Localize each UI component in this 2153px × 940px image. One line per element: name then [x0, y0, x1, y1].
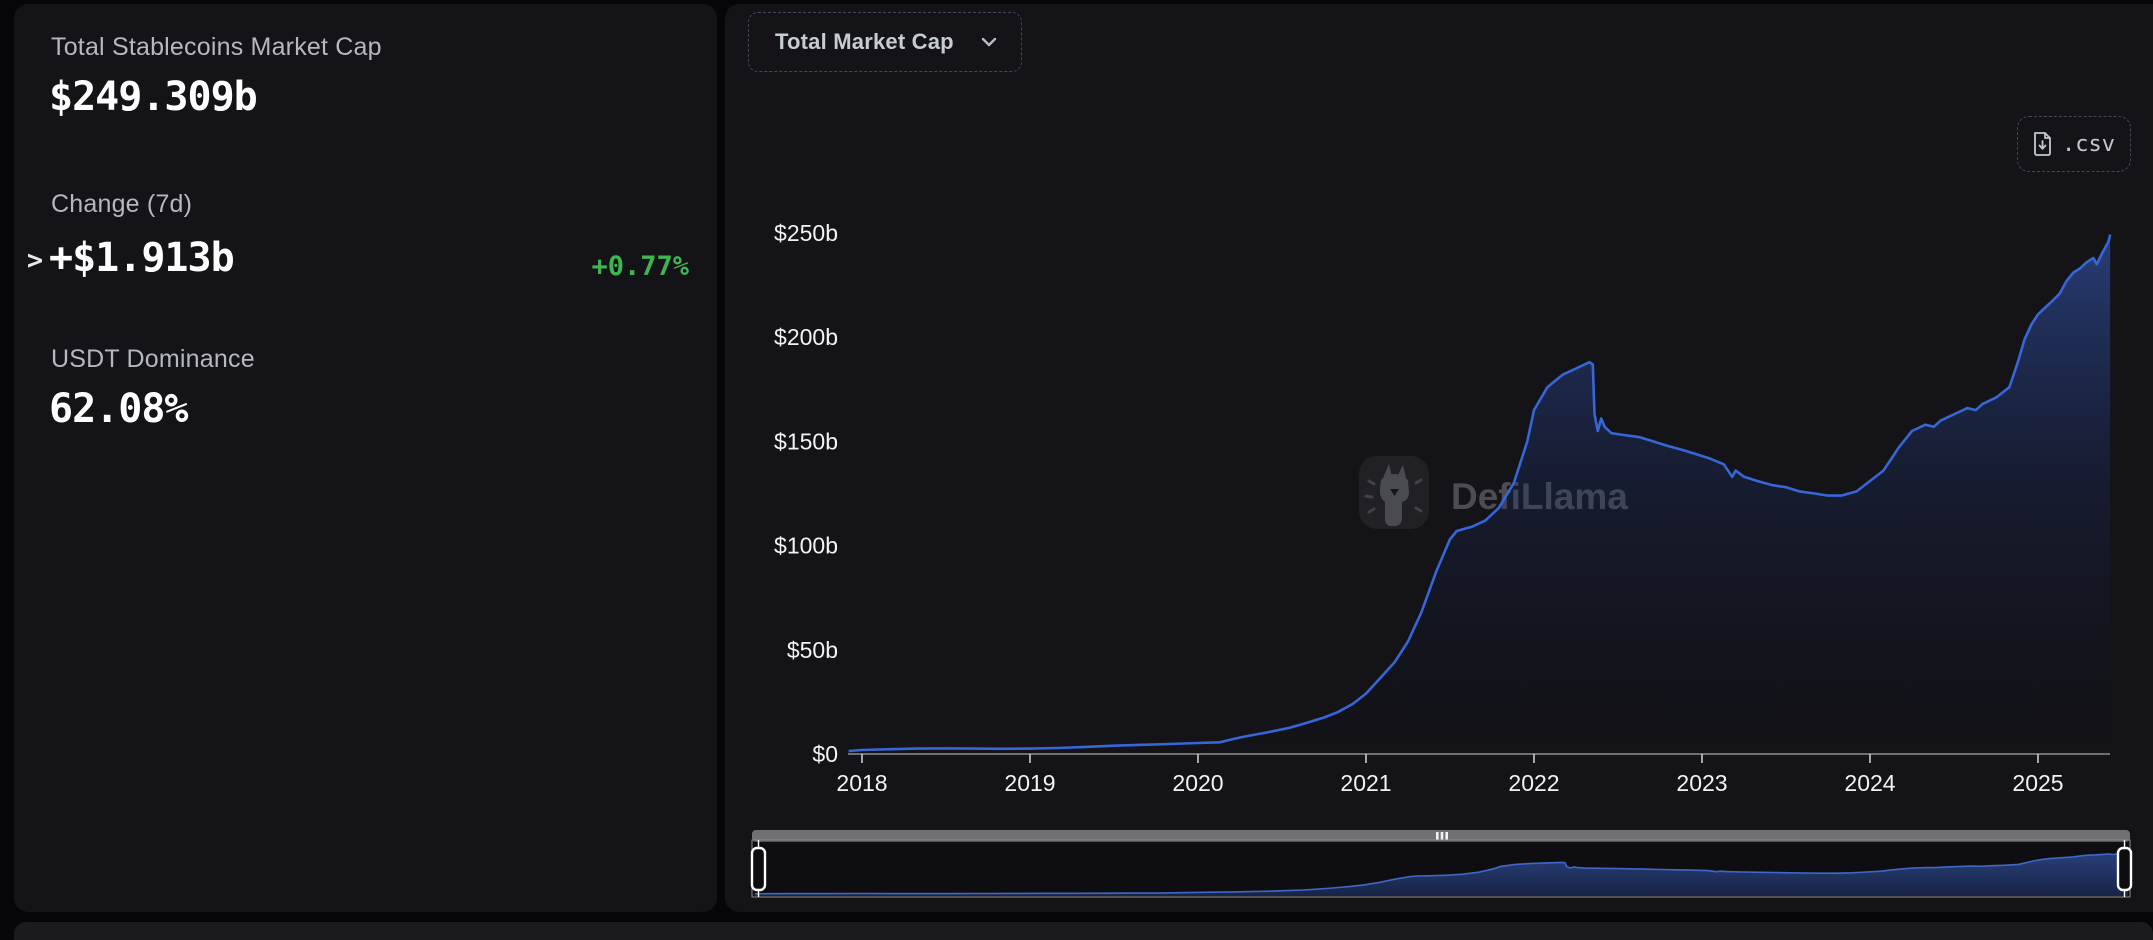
defillama-logo-icon [1359, 456, 1429, 529]
metric-dropdown-label: Total Market Cap [775, 29, 954, 54]
change-7d-value: +$1.913b [49, 235, 235, 281]
next-section-edge [14, 922, 2153, 940]
svg-text:2020: 2020 [1172, 770, 1223, 796]
x-axis-labels: 2018 2019 2020 2021 2022 2023 2024 2025 [836, 770, 2063, 796]
file-download-icon [2034, 132, 2051, 156]
svg-text:2024: 2024 [1844, 770, 1895, 796]
chart-navigator [750, 830, 2133, 898]
navigator-left-handle[interactable] [750, 846, 767, 892]
y-axis-labels: $0 $50b $100b $150b $200b $250b [774, 220, 838, 767]
svg-text:2023: 2023 [1676, 770, 1727, 796]
change-7d-label: Change (7d) [51, 190, 193, 218]
areachart-line [848, 234, 2112, 753]
svg-text:$250b: $250b [774, 220, 838, 246]
navigator-fill [754, 852, 2128, 896]
chart-panel: Total Market Cap .csv [725, 4, 2153, 912]
csv-button-label: .csv [2062, 131, 2115, 157]
svg-text:$50b: $50b [787, 637, 838, 663]
svg-text:$200b: $200b [774, 324, 838, 350]
metric-dropdown[interactable]: Total Market Cap [748, 12, 1022, 72]
usdt-dominance-value: 62.08% [49, 386, 188, 432]
areachart-fill [848, 234, 2111, 754]
svg-text:2019: 2019 [1004, 770, 1055, 796]
navigator-right-handle[interactable] [2116, 846, 2133, 892]
x-axis-ticks [861, 754, 2039, 763]
svg-text:2018: 2018 [836, 770, 887, 796]
change-7d-percent: +0.77% [591, 251, 689, 282]
chevron-down-icon [981, 37, 997, 47]
stats-panel: Total Stablecoins Market Cap $249.309b C… [14, 4, 717, 912]
svg-text:2022: 2022 [1508, 770, 1559, 796]
svg-text:$100b: $100b [774, 533, 838, 559]
svg-text:$0: $0 [812, 741, 838, 767]
svg-text:2021: 2021 [1340, 770, 1391, 796]
download-csv-button[interactable]: .csv [2017, 116, 2131, 172]
navigator-scrollbar-grip-icon[interactable] [1436, 832, 1448, 840]
svg-text:$150b: $150b [774, 428, 838, 454]
navigator-line [754, 851, 2129, 895]
market-cap-area-chart[interactable]: DefiLlama 201820192020202120222023202420… [725, 4, 2153, 912]
market-cap-label: Total Stablecoins Market Cap [51, 33, 382, 61]
market-cap-value: $249.309b [49, 74, 258, 120]
usdt-dominance-label: USDT Dominance [51, 345, 255, 373]
expand-chevron-icon[interactable]: > [18, 242, 52, 278]
svg-text:2025: 2025 [2012, 770, 2063, 796]
